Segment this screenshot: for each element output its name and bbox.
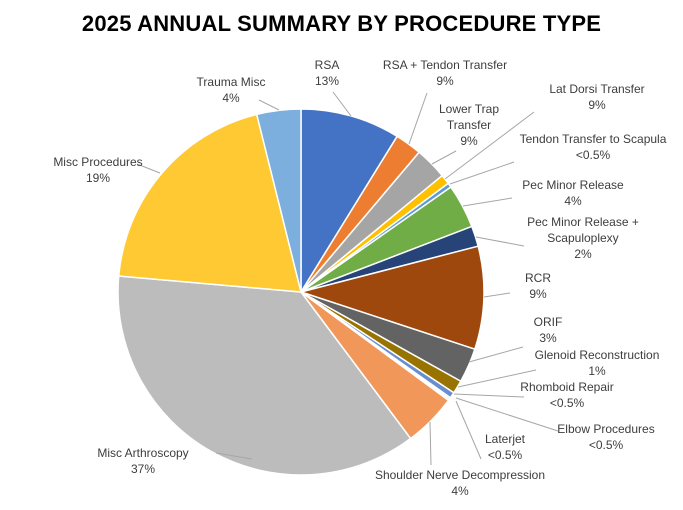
leader-line-pec-minor-release-scapuloplexy [475, 236, 525, 247]
leader-line-rhomboid-repair [453, 393, 525, 398]
chart-title: 2025 ANNUAL SUMMARY BY PROCEDURE TYPE [81, 11, 602, 36]
leader-line-rsa-tendon-transfer [408, 92, 428, 145]
pie-slice-misc-arthroscopy [117, 275, 412, 476]
leader-line-shoulder-nerve-decompression [429, 421, 432, 466]
leader-line-misc-arthroscopy [215, 452, 253, 460]
leader-line-elbow-procedures [455, 397, 559, 432]
pie-slice-rcr [300, 245, 485, 350]
leader-line-laterjet [455, 400, 482, 460]
leader-line-orif [468, 346, 524, 363]
leader-line-lower-trap-transfer [431, 150, 457, 165]
pie-slice-rsa [300, 108, 398, 293]
leader-line-misc-procedures [136, 163, 161, 174]
leader-line-pec-minor-release [462, 197, 513, 207]
leader-line-rcr [483, 292, 511, 298]
leader-line-glenoid-reconstruction [457, 369, 537, 388]
leader-line-tendon-transfer-to-scapula [449, 161, 515, 185]
leader-line-trauma-misc [258, 99, 280, 111]
leader-line-rsa [332, 91, 352, 117]
pie-slice-misc-procedures [117, 113, 302, 293]
leader-line-lat-dorsi-transfer [444, 111, 535, 180]
